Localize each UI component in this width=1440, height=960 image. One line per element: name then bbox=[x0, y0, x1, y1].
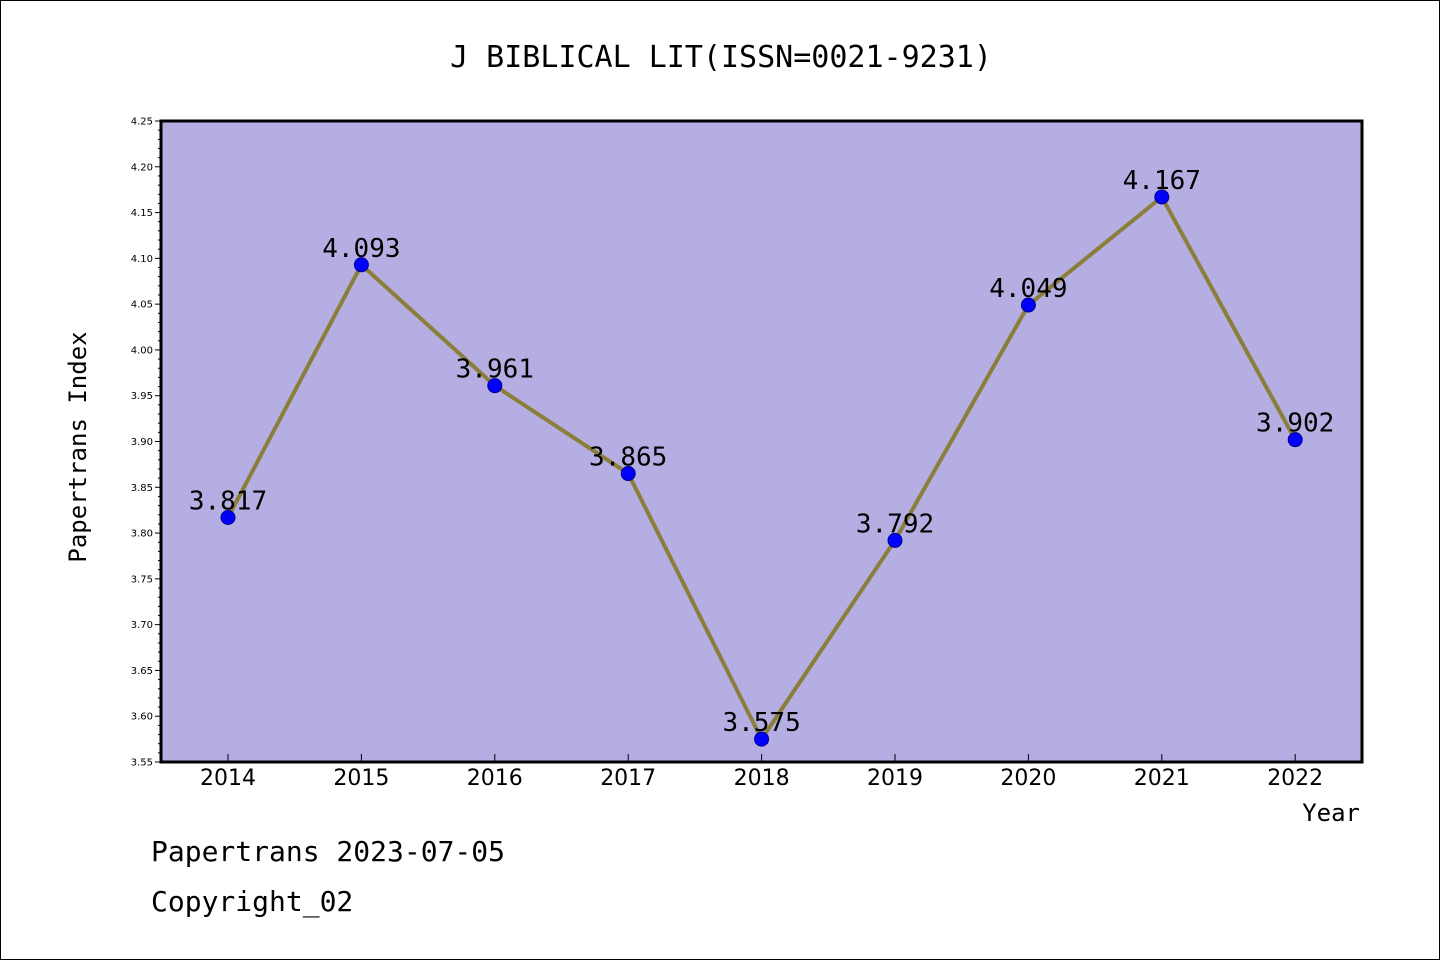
y-tick-label: 4.20 bbox=[131, 162, 153, 173]
y-tick-label: 4.25 bbox=[131, 117, 153, 128]
data-label: 4.093 bbox=[322, 234, 400, 264]
y-tick-label: 4.10 bbox=[131, 254, 153, 265]
footer-date: Papertrans 2023-07-05 bbox=[151, 835, 506, 868]
y-axis: 3.55 3.60 3.65 3.70 3.75 3.80 3.85 3.90 3.95 4.00… bbox=[131, 117, 161, 769]
x-tick-label: 2016 bbox=[467, 766, 523, 791]
y-tick-label: 3.55 bbox=[131, 758, 153, 769]
data-label: 3.817 bbox=[189, 487, 267, 517]
data-label: 4.167 bbox=[1123, 166, 1201, 196]
data-point bbox=[353, 257, 369, 273]
y-tick-label: 3.75 bbox=[131, 574, 153, 585]
data-point bbox=[1287, 432, 1303, 448]
x-tick-label: 2018 bbox=[734, 766, 790, 791]
x-tick-label: 2020 bbox=[1000, 766, 1056, 791]
y-tick-label: 4.15 bbox=[131, 208, 153, 219]
data-point bbox=[1020, 297, 1036, 313]
x-tick-label: 2021 bbox=[1134, 766, 1190, 791]
y-tick-label: 3.90 bbox=[131, 437, 153, 448]
data-label: 3.961 bbox=[456, 355, 534, 385]
x-tick-label: 2015 bbox=[333, 766, 389, 791]
y-tick-label: 3.80 bbox=[131, 529, 153, 540]
x-tick-label: 2017 bbox=[600, 766, 656, 791]
x-tick-label: 2014 bbox=[200, 766, 256, 791]
data-label: 3.902 bbox=[1256, 409, 1334, 439]
y-tick-label: 4.05 bbox=[131, 300, 153, 311]
y-tick-label: 3.60 bbox=[131, 712, 153, 723]
x-axis-label: Year bbox=[1302, 799, 1360, 827]
data-point bbox=[754, 731, 770, 747]
x-tick-label: 2019 bbox=[867, 766, 923, 791]
chart-title: J BIBLICAL LIT(ISSN=0021-9231) bbox=[450, 40, 992, 75]
footer-copyright: Copyright_02 bbox=[151, 885, 354, 918]
data-point bbox=[620, 466, 636, 482]
data-point bbox=[487, 378, 503, 394]
data-label: 3.792 bbox=[856, 509, 934, 539]
y-tick-label: 4.00 bbox=[131, 345, 153, 356]
data-label: 4.049 bbox=[989, 274, 1067, 304]
y-axis-label: Papertrans Index bbox=[64, 331, 92, 562]
y-tick-label: 3.70 bbox=[131, 620, 153, 631]
data-point bbox=[220, 510, 236, 526]
y-tick-label: 3.65 bbox=[131, 666, 153, 677]
y-tick-label: 3.95 bbox=[131, 391, 153, 402]
plot-area bbox=[159, 119, 1364, 764]
y-tick-label: 3.85 bbox=[131, 483, 153, 494]
x-axis: 2014 2015 2016 2017 2018 2019 2020 2021 2022 bbox=[200, 754, 1323, 791]
data-point bbox=[1154, 189, 1170, 205]
data-label: 3.865 bbox=[589, 443, 667, 473]
x-tick-label: 2022 bbox=[1267, 766, 1323, 791]
data-label: 3.575 bbox=[722, 708, 800, 738]
series-layer: 3.817 4.093 3.961 3.865 3.575 3.792 4.049 4.167… bbox=[189, 166, 1334, 747]
data-point bbox=[887, 532, 903, 548]
